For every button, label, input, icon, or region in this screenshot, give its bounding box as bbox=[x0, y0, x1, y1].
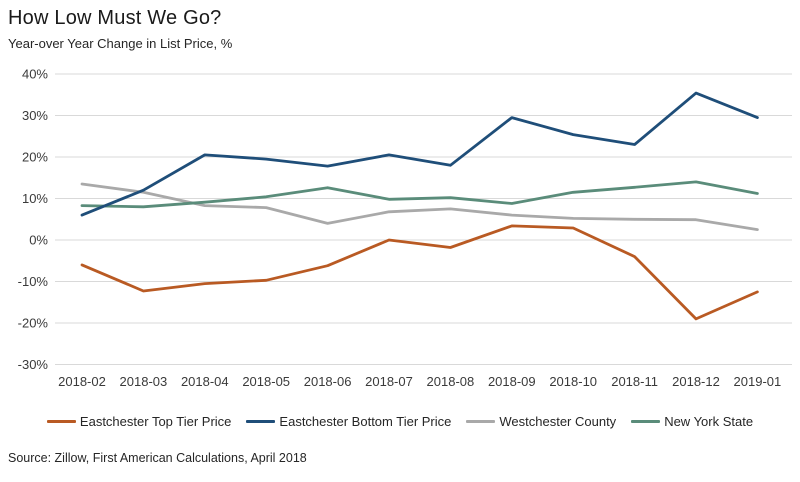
chart-plot-area: 40% 30% 20% 10% 0% -10% -20% -30% 2018-02 2018-03… bbox=[18, 67, 792, 389]
legend-swatch-bottom-tier-icon bbox=[246, 420, 276, 423]
svg-text:0%: 0% bbox=[29, 233, 48, 248]
svg-text:2018-10: 2018-10 bbox=[549, 374, 597, 389]
svg-text:2018-06: 2018-06 bbox=[304, 374, 352, 389]
legend-swatch-nys-icon bbox=[631, 420, 661, 423]
svg-text:-30%: -30% bbox=[18, 357, 49, 372]
legend-label-westchester: Westchester County bbox=[499, 414, 617, 429]
svg-text:20%: 20% bbox=[22, 150, 48, 165]
legend-item-westchester: Westchester County bbox=[466, 414, 616, 429]
svg-text:2018-02: 2018-02 bbox=[58, 374, 106, 389]
legend-label-nys: New York State bbox=[664, 414, 754, 429]
svg-text:40%: 40% bbox=[22, 67, 48, 82]
legend-item-top-tier: Eastchester Top Tier Price bbox=[46, 414, 232, 429]
svg-text:10%: 10% bbox=[22, 191, 48, 206]
legend-swatch-top-tier-icon bbox=[46, 420, 76, 423]
svg-text:2018-04: 2018-04 bbox=[181, 374, 229, 389]
svg-text:2019-01: 2019-01 bbox=[734, 374, 782, 389]
legend-item-nys: New York State bbox=[631, 414, 753, 429]
legend-item-bottom-tier: Eastchester Bottom Tier Price bbox=[246, 414, 451, 429]
chart-legend: Eastchester Top Tier Price Eastchester B… bbox=[0, 414, 800, 429]
svg-text:2018-11: 2018-11 bbox=[611, 374, 658, 389]
legend-label-bottom-tier: Eastchester Bottom Tier Price bbox=[279, 414, 452, 429]
svg-text:-20%: -20% bbox=[18, 316, 49, 331]
chart-subtitle: Year-over Year Change in List Price, % bbox=[8, 36, 233, 51]
svg-text:2018-12: 2018-12 bbox=[672, 374, 720, 389]
legend-swatch-westchester-icon bbox=[466, 420, 496, 423]
svg-text:2018-09: 2018-09 bbox=[488, 374, 536, 389]
svg-text:2018-03: 2018-03 bbox=[120, 374, 168, 389]
chart-title: How Low Must We Go? bbox=[8, 7, 222, 29]
svg-text:30%: 30% bbox=[22, 108, 48, 123]
svg-text:-10%: -10% bbox=[18, 274, 49, 289]
svg-text:2018-05: 2018-05 bbox=[242, 374, 290, 389]
legend-label-top-tier: Eastchester Top Tier Price bbox=[79, 414, 232, 429]
source-note: Source: Zillow, First American Calculati… bbox=[8, 451, 307, 465]
svg-text:2018-07: 2018-07 bbox=[365, 374, 413, 389]
svg-text:2018-08: 2018-08 bbox=[427, 374, 475, 389]
